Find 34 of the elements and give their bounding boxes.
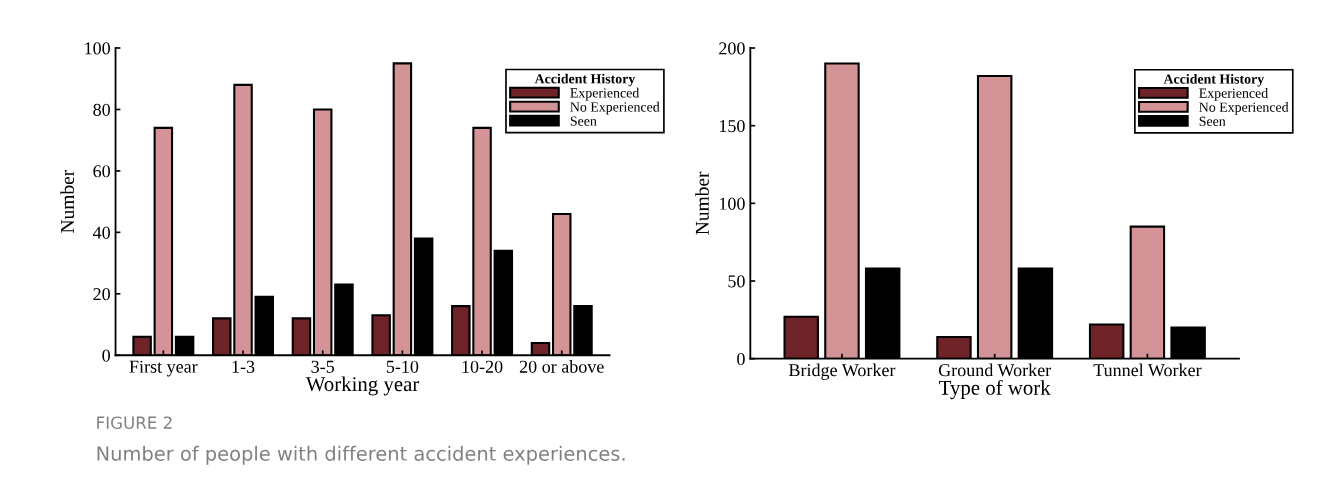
x-tick-label: 10-20 xyxy=(462,360,503,373)
y-tick-label: 20 xyxy=(93,288,110,301)
y-tick-label: 80 xyxy=(93,103,110,116)
y-tick-label: 100 xyxy=(719,197,745,210)
y-tick-label: 150 xyxy=(719,119,745,133)
y-axis-title: Number xyxy=(695,171,709,235)
legend-title: Accident History xyxy=(1163,73,1265,87)
x-tick-label: Bridge Worker xyxy=(788,363,896,380)
y-tick-label: 200 xyxy=(719,42,745,55)
legend-label: Experienced xyxy=(570,87,640,101)
x-tick-label: First year xyxy=(129,360,198,377)
x-tick-label: 1-3 xyxy=(232,360,255,373)
text: Number of people with different accident experiences. xyxy=(97,445,625,465)
legend-label: Experienced xyxy=(1199,88,1268,101)
x-axis-title: Working year xyxy=(305,376,420,396)
y-tick-label: 0 xyxy=(737,352,745,366)
x-axis-title: Type of work xyxy=(939,379,1051,400)
legend-label: No Experienced xyxy=(570,101,660,115)
x-tick-label: Ground Worker xyxy=(938,363,1052,377)
x-tick-label: 20 or above xyxy=(519,360,604,373)
legend-label: Seen xyxy=(570,116,597,126)
y-tick-label: 50 xyxy=(728,275,745,288)
y-tick-label: 0 xyxy=(102,349,110,362)
x-tick-label: 5-10 xyxy=(386,360,419,373)
legend-label: No Experienced xyxy=(1199,102,1289,115)
x-tick-label: Tunnel Worker xyxy=(1093,363,1202,377)
y-axis-title: Number xyxy=(60,169,75,233)
caption: FIGURE 2 xyxy=(97,416,172,429)
legend-label: Seen xyxy=(1199,116,1226,126)
x-tick-label: 3-5 xyxy=(311,360,335,373)
legend-title: Accident History xyxy=(534,73,636,87)
y-tick-label: 100 xyxy=(85,42,110,55)
y-tick-label: 40 xyxy=(92,226,110,239)
y-tick-label: 60 xyxy=(93,165,110,178)
